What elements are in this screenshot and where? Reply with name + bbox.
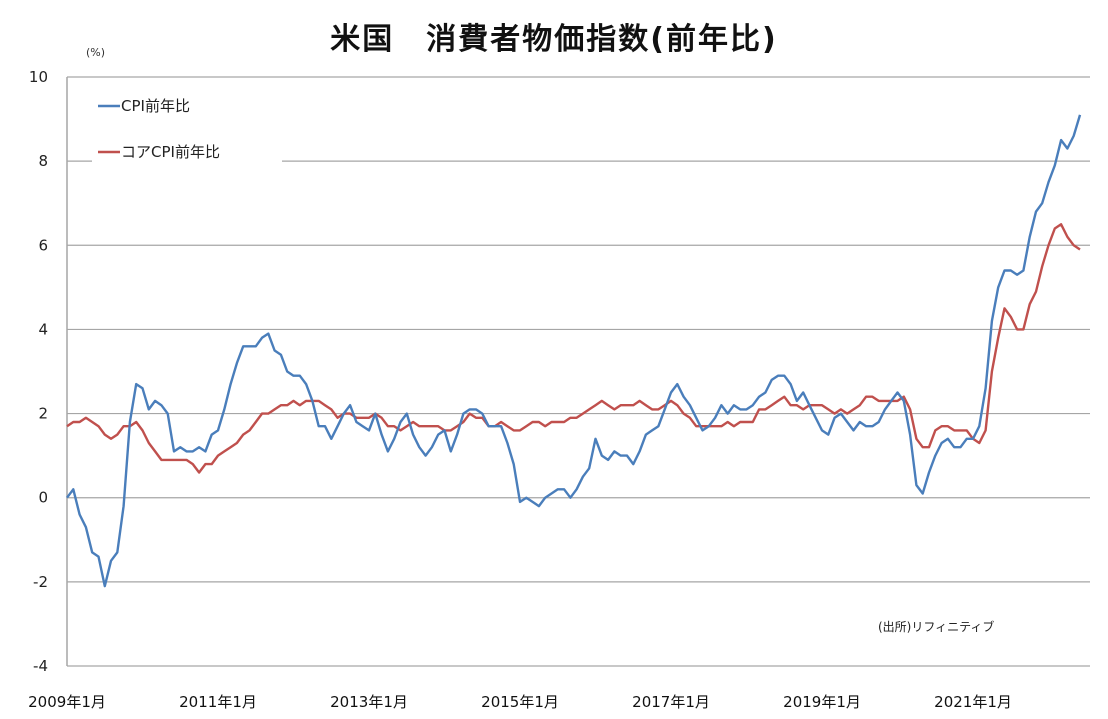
y-tick-label: 2 (38, 405, 48, 423)
x-tick-label: 2009年1月 (28, 693, 106, 711)
x-tick-label: 2011年1月 (179, 693, 257, 711)
y-tick-label: 8 (38, 152, 48, 170)
y-tick-label: -4 (33, 657, 48, 675)
x-tick-label: 2019年1月 (783, 693, 861, 711)
series-line-cpi (66, 114, 1082, 588)
y-tick-label: 0 (38, 489, 48, 507)
y-tick-label: 6 (38, 236, 48, 254)
legend-bg (92, 139, 282, 165)
y-axis-unit: (%) (86, 46, 106, 59)
x-axis-ticks: 2009年1月 2011年1月 2013年1月 2015年1月 2017年1月 2019年… (28, 693, 1012, 711)
x-tick-label: 2013年1月 (330, 693, 408, 711)
chart-title: 米国 消費者物価指数(前年比) (330, 22, 778, 57)
series-line-core-cpi (66, 223, 1081, 474)
gridlines (67, 76, 1090, 667)
y-tick-label: 4 (38, 320, 48, 338)
source-note: (出所)リフィニティブ (878, 619, 994, 634)
series-lines (66, 114, 1082, 588)
y-tick-label: -2 (33, 573, 48, 591)
x-tick-label: 2021年1月 (934, 693, 1012, 711)
y-axis-ticks: -4 -2 0 2 4 6 8 10 (29, 68, 48, 675)
legend-label: コアCPI前年比 (121, 143, 220, 161)
y-tick-label: 10 (29, 68, 48, 86)
legend-label: CPI前年比 (121, 97, 190, 115)
x-tick-label: 2017年1月 (632, 693, 710, 711)
x-tick-label: 2015年1月 (481, 693, 559, 711)
